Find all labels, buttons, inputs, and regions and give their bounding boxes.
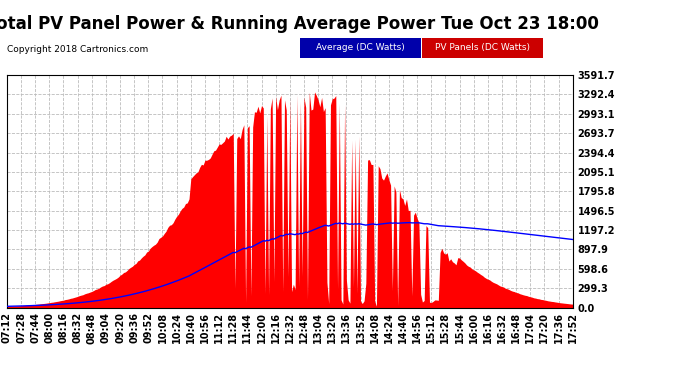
Text: PV Panels (DC Watts): PV Panels (DC Watts): [435, 44, 530, 52]
Text: Total PV Panel Power & Running Average Power Tue Oct 23 18:00: Total PV Panel Power & Running Average P…: [0, 15, 599, 33]
Text: Average (DC Watts): Average (DC Watts): [316, 44, 405, 52]
Text: Copyright 2018 Cartronics.com: Copyright 2018 Cartronics.com: [7, 45, 148, 54]
